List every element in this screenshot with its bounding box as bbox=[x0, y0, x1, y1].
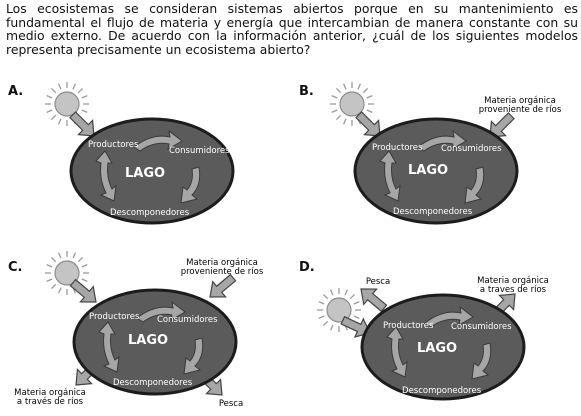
producers-label: Productores bbox=[372, 143, 423, 153]
question-text: Los ecosistemas se consideran sistemas a… bbox=[6, 1, 578, 57]
consumers-label: Consumidores bbox=[157, 315, 218, 325]
decomposers-label: Descomponedores bbox=[393, 207, 473, 217]
producers-label: Productores bbox=[89, 312, 140, 322]
lake-label: LAGO bbox=[125, 166, 165, 181]
option-a-letter[interactable]: A. bbox=[8, 84, 24, 99]
diagram-d: Pesca Materia orgánica a traves de ríos P… bbox=[316, 276, 549, 401]
decomposers-label: Descomponedores bbox=[402, 386, 482, 396]
fishing-output-label: Pesca bbox=[219, 399, 243, 409]
lake-label: LAGO bbox=[128, 333, 168, 348]
option-b-letter[interactable]: B. bbox=[299, 84, 314, 99]
consumers-label: Consumidores bbox=[169, 146, 230, 156]
diagram-c: Materia orgánica proveniente de ríos Mate… bbox=[14, 250, 264, 409]
lake-label: LAGO bbox=[417, 341, 457, 356]
diagram-a: Productores Consumidores LAGO Descompone… bbox=[44, 81, 235, 225]
river-input-label: Materia orgánica proveniente de ríos bbox=[479, 96, 562, 115]
river-output-label: Materia orgánica a traves de ríos bbox=[477, 276, 549, 295]
lake-label: LAGO bbox=[408, 163, 448, 178]
producers-label: Productores bbox=[88, 140, 139, 150]
river-output-label: Materia orgánica a través de ríos bbox=[14, 388, 86, 407]
option-c-letter[interactable]: C. bbox=[8, 260, 23, 275]
fishing-output-label: Pesca bbox=[366, 277, 390, 287]
consumers-label: Consumidores bbox=[441, 144, 502, 154]
decomposers-label: Descomponedores bbox=[110, 208, 190, 218]
diagram-b: Materia orgánica proveniente de ríos Prod… bbox=[329, 81, 562, 225]
option-d-letter[interactable]: D. bbox=[299, 260, 315, 275]
river-input-label: Materia orgánica proveniente de ríos bbox=[181, 258, 264, 277]
consumers-label: Consumidores bbox=[451, 322, 512, 332]
producers-label: Productores bbox=[383, 321, 434, 331]
decomposers-label: Descomponedores bbox=[113, 378, 193, 388]
